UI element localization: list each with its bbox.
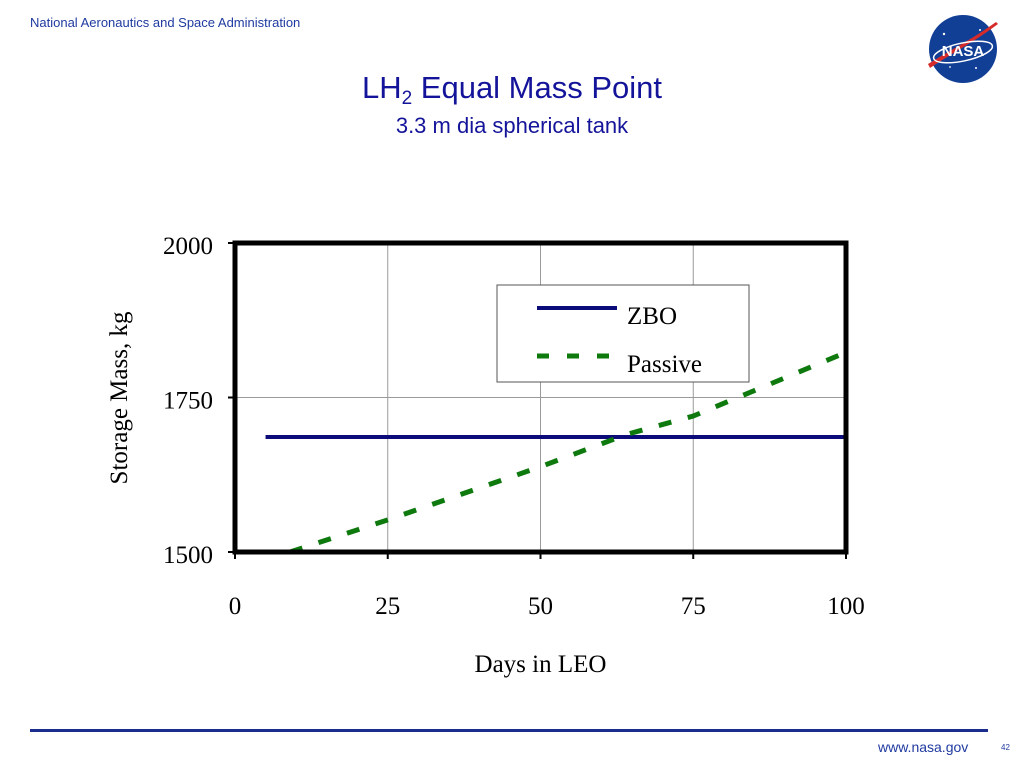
title-rest: Equal Mass Point [412, 70, 663, 105]
x-tick-label: 25 [375, 593, 400, 620]
y-tick-label: 1500 [163, 542, 213, 569]
page-subtitle: 3.3 m dia spherical tank [395, 113, 629, 138]
page-title: LH2 Equal Mass Point [0, 70, 1024, 110]
x-axis-label: Days in LEO [475, 651, 607, 678]
footer-divider [30, 729, 988, 732]
y-tick-label: 2000 [163, 233, 213, 260]
page-number: 42 [1001, 743, 1010, 752]
x-tick-label: 0 [229, 593, 242, 620]
x-tick-label: 50 [528, 593, 553, 620]
organization-name: National Aeronautics and Space Administr… [30, 15, 301, 30]
legend-box [496, 284, 750, 383]
series-line-passive [289, 350, 847, 555]
chart-series [265, 350, 847, 555]
logo-text: NASA [942, 43, 985, 60]
x-tick-label: 75 [681, 593, 706, 620]
x-tick-label: 100 [827, 593, 865, 620]
legend-label-zbo: ZBO [627, 303, 677, 330]
y-tick-label: 1750 [163, 388, 213, 415]
footer-url[interactable]: www.nasa.gov [878, 739, 969, 755]
legend-label-passive: Passive [627, 351, 702, 378]
chart-ticks: 1500 1750 2000 0 25 50 75 100 [163, 233, 865, 620]
title-main: LH [361, 70, 402, 105]
y-axis-label: Storage Mass, kg [106, 311, 133, 484]
nasa-logo-icon: NASA [928, 15, 998, 83]
title-subscript: 2 [401, 88, 413, 109]
chart-legend: ZBO Passive [496, 284, 750, 383]
